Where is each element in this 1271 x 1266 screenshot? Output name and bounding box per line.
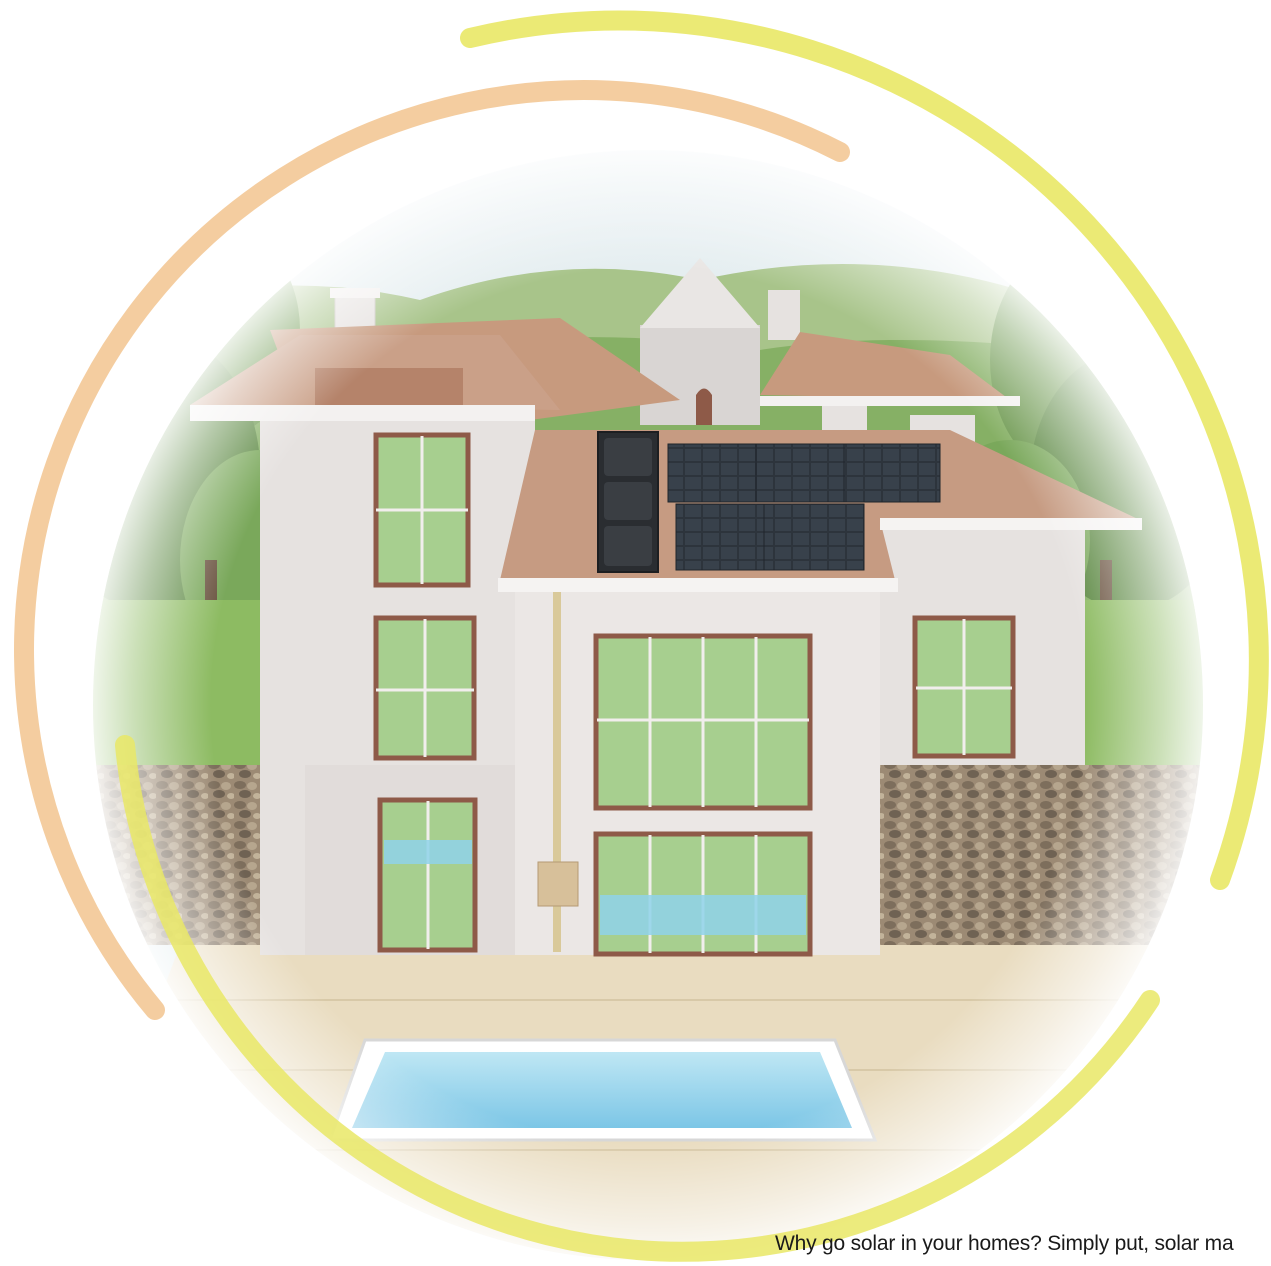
glass-bubble <box>88 145 1208 1265</box>
intro-caption: Why go solar in your homes? Simply put, … <box>775 1232 1234 1255</box>
decorative-arcs <box>14 10 1269 1262</box>
